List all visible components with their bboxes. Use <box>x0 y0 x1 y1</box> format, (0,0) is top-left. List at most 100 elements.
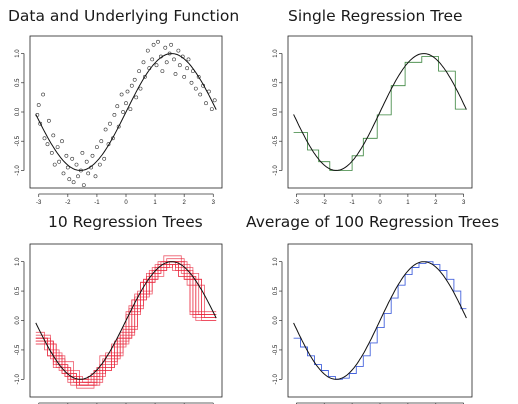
data-point-70 <box>185 66 190 71</box>
panel-title-single-tree: Single Regression Tree <box>288 7 463 25</box>
data-point-30 <box>97 162 102 167</box>
data-point-38 <box>115 104 120 109</box>
data-point-23 <box>81 183 86 188</box>
data-point-14 <box>64 153 69 158</box>
data-point-27 <box>90 153 95 158</box>
data-point-43 <box>125 89 130 94</box>
y-tick-label-0-3: 0.5 <box>15 78 21 87</box>
data-point-20 <box>76 174 80 179</box>
data-point-35 <box>108 121 112 126</box>
underlying-function-line-1 <box>293 53 467 171</box>
data-point-63 <box>169 42 174 47</box>
data-point-51 <box>142 75 147 79</box>
data-point-48 <box>137 69 142 74</box>
data-point-64 <box>172 57 176 62</box>
x-tick-label-0-2: -1 <box>94 200 100 206</box>
data-point-31 <box>99 139 104 144</box>
data-point-78 <box>204 101 208 106</box>
x-tick-label-1-1: -2 <box>322 200 328 206</box>
data-point-76 <box>198 92 203 97</box>
data-point-16 <box>67 177 72 182</box>
data-point-32 <box>102 156 107 161</box>
y-tick-label-3-4: 1.0 <box>273 257 279 266</box>
data-point-15 <box>65 165 70 170</box>
panel-title-data: Data and Underlying Function <box>8 7 240 25</box>
data-point-45 <box>129 83 134 88</box>
x-tick-label-1-3: 0 <box>378 200 382 206</box>
y-tick-label-1-1: -0.5 <box>273 135 279 146</box>
tree-step-line-1-0 <box>293 56 467 171</box>
y-tick-label-1-4: 1.0 <box>273 49 279 58</box>
panel-title-average-trees: Average of 100 Regression Trees <box>246 213 500 231</box>
data-point-41 <box>121 110 126 114</box>
underlying-function-line-2 <box>35 261 217 380</box>
tree-step-line-3-0 <box>293 261 467 380</box>
data-point-50 <box>141 60 146 65</box>
y-tick-label-1-3: 0.5 <box>273 78 279 87</box>
x-tick-label-1-6: 3 <box>462 200 466 206</box>
x-tick-label-1-2: -1 <box>349 200 355 206</box>
data-point-69 <box>182 75 187 79</box>
data-point-25 <box>86 171 91 176</box>
data-point-29 <box>95 145 99 150</box>
y-tick-label-3-0: -1.0 <box>273 374 279 385</box>
data-point-72 <box>189 80 194 85</box>
x-tick-label-1-5: 2 <box>434 200 438 206</box>
y-tick-label-3-1: -0.5 <box>273 344 279 355</box>
data-point-75 <box>196 75 201 79</box>
y-tick-label-2-0: -1.0 <box>15 374 21 385</box>
y-tick-label-0-2: 0.0 <box>15 107 21 116</box>
data-point-24 <box>84 159 89 164</box>
tree-step-line-2-6 <box>35 264 217 380</box>
plot-frame-3 <box>287 243 473 398</box>
x-tick-label-0-3: 0 <box>124 200 128 206</box>
y-tick-label-2-4: 1.0 <box>15 257 21 266</box>
data-point-54 <box>150 57 155 62</box>
data-point-9 <box>52 162 57 167</box>
data-point-6 <box>47 118 51 123</box>
data-point-5 <box>45 142 50 147</box>
data-point-3 <box>41 92 46 97</box>
y-tick-label-2-2: 0.0 <box>15 316 21 325</box>
data-point-8 <box>51 133 56 138</box>
data-point-55 <box>151 42 156 47</box>
data-point-10 <box>55 145 60 150</box>
data-point-11 <box>57 159 62 164</box>
data-point-22 <box>80 150 85 155</box>
plot-frame-2 <box>29 243 223 398</box>
data-point-7 <box>49 150 54 155</box>
data-point-61 <box>164 60 169 65</box>
data-point-28 <box>93 174 98 179</box>
y-tick-label-0-4: 1.0 <box>15 49 21 58</box>
x-tick-label-0-4: 1 <box>153 200 157 206</box>
data-point-71 <box>186 57 191 62</box>
data-point-60 <box>163 45 168 50</box>
data-point-44 <box>128 107 133 112</box>
x-tick-label-1-0: -3 <box>294 200 300 206</box>
data-point-74 <box>193 86 198 91</box>
data-point-49 <box>138 86 143 91</box>
data-point-39 <box>116 124 121 129</box>
data-point-80 <box>209 107 214 112</box>
data-point-47 <box>134 95 139 100</box>
y-tick-label-3-3: 0.5 <box>273 286 279 295</box>
data-point-81 <box>212 98 217 103</box>
y-tick-label-0-0: -1.0 <box>15 165 21 176</box>
y-tick-label-3-2: 0.0 <box>273 316 279 325</box>
data-point-42 <box>124 101 128 106</box>
data-point-18 <box>71 180 76 185</box>
underlying-function-line-3 <box>293 261 467 380</box>
data-point-56 <box>154 63 159 68</box>
y-tick-label-1-2: 0.0 <box>273 107 279 116</box>
y-tick-label-1-0: -1.0 <box>273 165 279 176</box>
data-point-59 <box>160 69 165 74</box>
data-point-19 <box>74 162 79 167</box>
x-tick-label-0-0: -3 <box>36 200 42 206</box>
data-point-1 <box>36 103 41 107</box>
data-point-33 <box>103 127 108 132</box>
data-point-13 <box>61 171 66 176</box>
y-tick-label-0-1: -0.5 <box>15 135 21 146</box>
data-point-46 <box>132 77 137 82</box>
data-point-66 <box>176 48 181 53</box>
